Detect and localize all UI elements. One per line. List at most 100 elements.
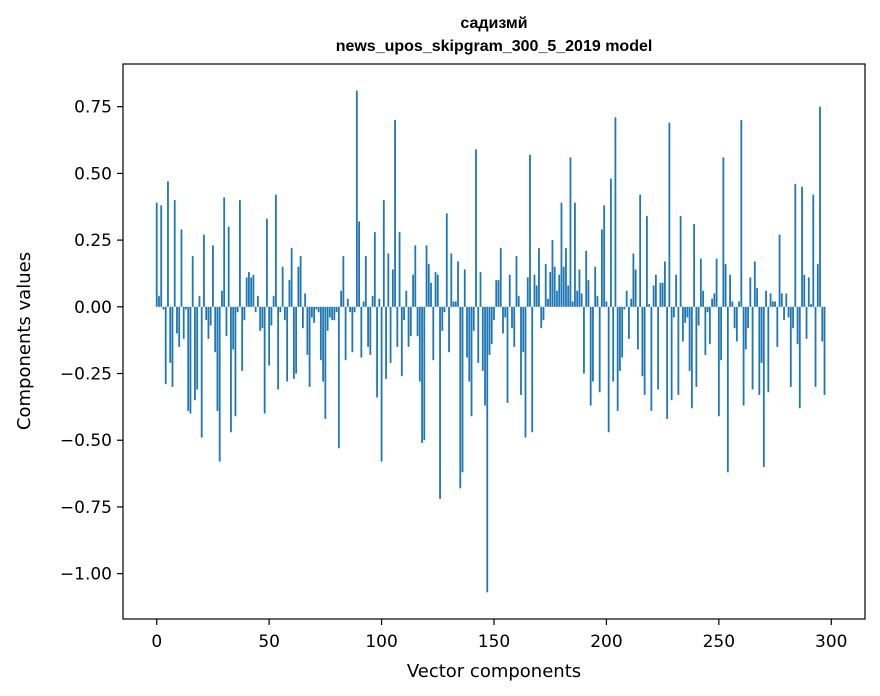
bar (708, 306, 711, 345)
bar (223, 197, 226, 307)
bar (185, 306, 187, 310)
bar (621, 306, 624, 358)
bar (452, 301, 455, 307)
bar (776, 306, 779, 347)
bar (524, 306, 527, 438)
bar (221, 290, 223, 307)
bar (239, 200, 241, 307)
bar (182, 306, 185, 339)
bar (508, 274, 511, 307)
bar (625, 290, 628, 307)
bar (540, 306, 543, 329)
bar (468, 306, 471, 382)
bar (391, 269, 394, 307)
y-tick-label: 0.75 (74, 98, 112, 118)
bar (173, 200, 176, 307)
bar (513, 306, 516, 347)
bar (310, 306, 313, 318)
bar (196, 306, 199, 390)
bar (313, 306, 316, 323)
bar (821, 306, 824, 342)
bar (459, 306, 462, 489)
bar (189, 306, 192, 414)
bar (317, 306, 320, 313)
bar (488, 306, 491, 355)
bar (486, 306, 489, 593)
bar (448, 306, 450, 353)
bar (351, 306, 354, 353)
bar (385, 306, 387, 379)
bar (463, 269, 466, 307)
bar (178, 306, 181, 347)
bar (650, 306, 653, 411)
bar (668, 122, 671, 307)
bar (796, 306, 799, 345)
bar (758, 306, 761, 395)
bar (497, 280, 500, 307)
bar (268, 306, 271, 366)
bar (641, 306, 644, 377)
bar (378, 298, 381, 307)
bar (792, 306, 794, 329)
bar (567, 285, 570, 307)
bar (517, 296, 520, 307)
bar (592, 306, 594, 382)
bar (659, 282, 662, 307)
bar (547, 298, 549, 307)
bar (479, 272, 482, 307)
bar (326, 306, 329, 331)
bar (515, 256, 518, 307)
bar (648, 304, 651, 307)
bar (560, 202, 563, 307)
bar (194, 306, 196, 401)
bar (801, 186, 803, 307)
bar (162, 306, 165, 310)
bar (387, 253, 390, 307)
bar (257, 296, 259, 307)
bar (675, 274, 678, 307)
x-axis-label: Vector components (407, 661, 581, 682)
bar (416, 306, 419, 337)
bar (816, 264, 819, 307)
bar (477, 306, 480, 363)
bar (542, 306, 545, 321)
bar (306, 306, 309, 355)
bar (616, 306, 619, 411)
bar (254, 306, 257, 313)
bar (380, 306, 383, 462)
bar (248, 272, 250, 307)
bar (333, 306, 336, 321)
bar (551, 240, 554, 307)
bar (214, 306, 217, 353)
bar (436, 274, 439, 307)
x-tick-label: 50 (258, 632, 280, 652)
bar (308, 306, 311, 387)
bar (212, 245, 214, 307)
bar (744, 306, 747, 350)
bar (538, 248, 540, 307)
bar (281, 266, 284, 307)
bar (693, 224, 696, 307)
bar (409, 306, 412, 337)
bar (747, 306, 749, 329)
bar (364, 256, 367, 307)
bar (529, 154, 531, 307)
bar (623, 306, 626, 310)
bar (731, 301, 734, 307)
bar (209, 306, 212, 326)
bar (369, 306, 372, 355)
bar (319, 306, 322, 361)
bar (569, 157, 572, 307)
bar (230, 306, 232, 433)
bar (216, 306, 219, 411)
bar (526, 277, 529, 307)
bar (810, 304, 812, 307)
bar (603, 205, 606, 307)
bar (735, 306, 738, 342)
bar (715, 258, 718, 307)
bar (331, 306, 334, 321)
bar (191, 256, 194, 307)
bar (472, 306, 475, 331)
bar (722, 157, 725, 307)
